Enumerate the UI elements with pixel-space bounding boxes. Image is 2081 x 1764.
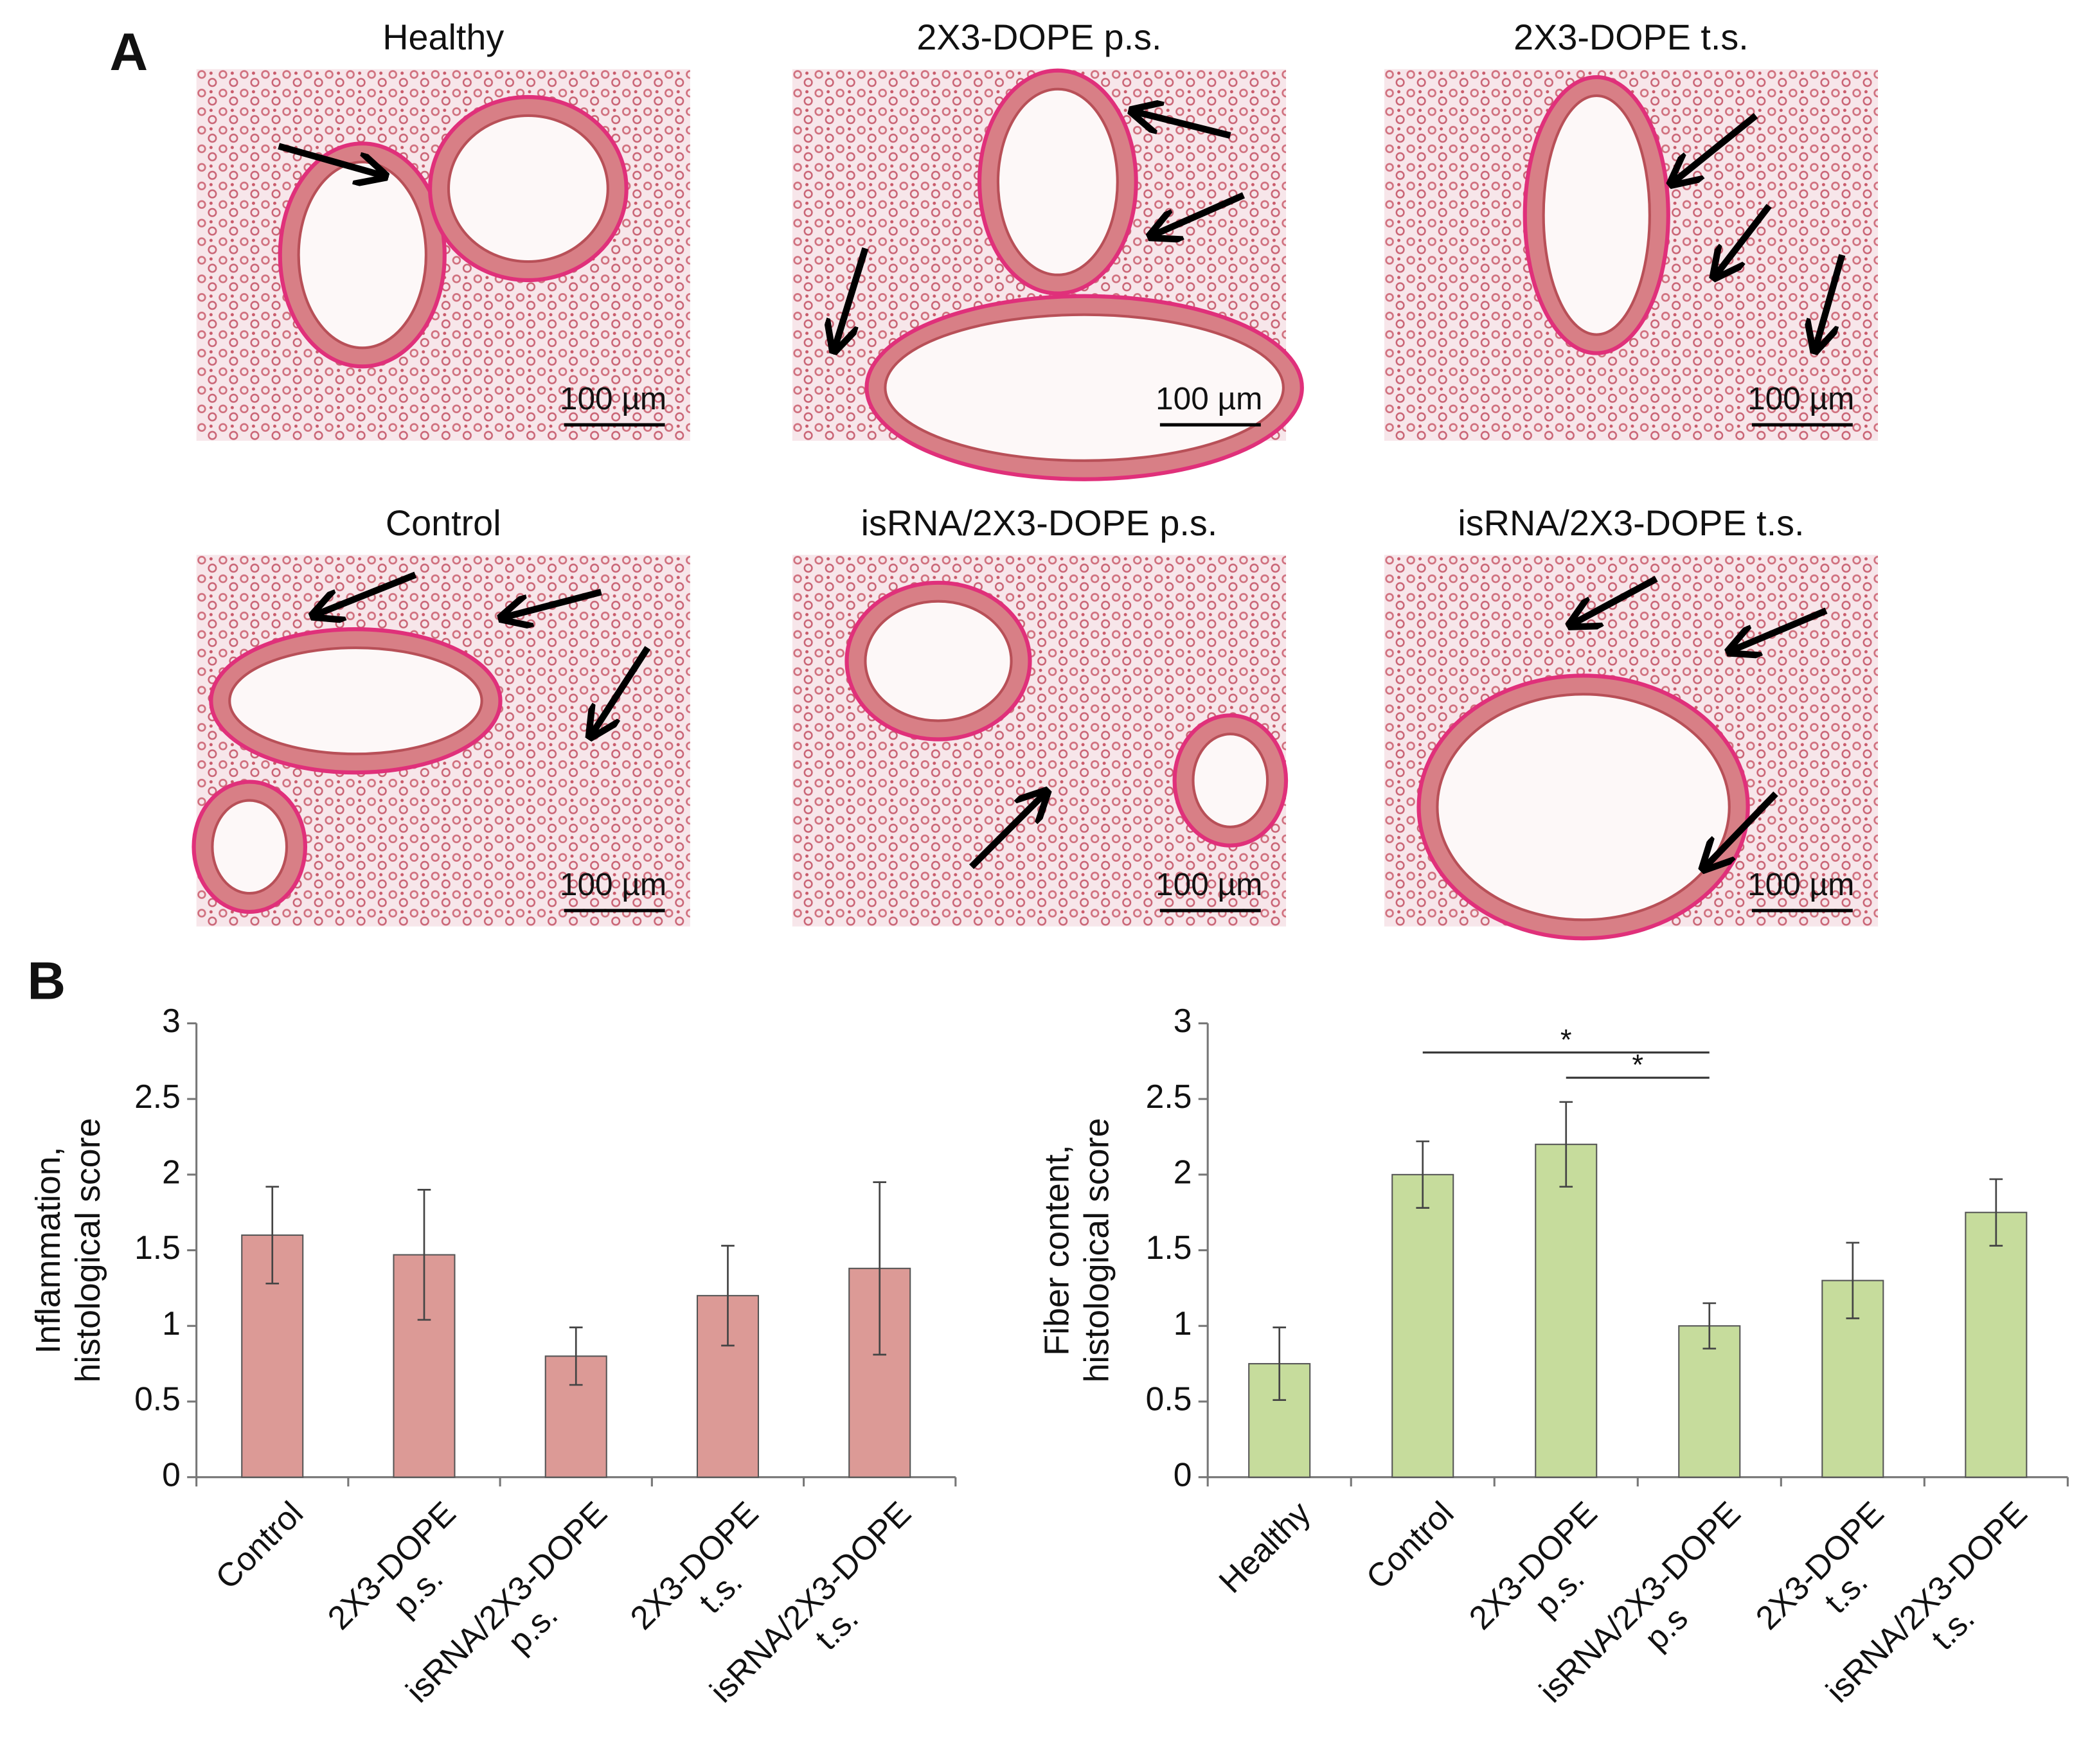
arrow xyxy=(1816,254,1846,348)
scale-bar-label: 100 µm xyxy=(560,866,666,902)
micrograph: 100 µm xyxy=(792,555,1289,927)
micrograph: 100 µm xyxy=(192,555,690,927)
micrograph: 100 µm xyxy=(792,68,1304,481)
arrow xyxy=(1135,112,1231,139)
y-tick-label: 1 xyxy=(1174,1305,1192,1342)
y-tick-label: 0.5 xyxy=(134,1380,181,1418)
arrow xyxy=(278,143,382,175)
arrow xyxy=(969,794,1045,869)
image-title: 2X3-DOPE t.s. xyxy=(1514,17,1749,57)
airway-lumen xyxy=(1436,693,1731,922)
y-tick-label: 2.5 xyxy=(1146,1078,1192,1115)
y-axis-title-wrap: Inflammation, histological score xyxy=(16,985,122,1516)
y-tick-label: 2.5 xyxy=(134,1078,181,1115)
airway-lumen xyxy=(297,161,427,350)
arrow xyxy=(1732,607,1828,650)
x-tick-label-box: isRNA/2X3-DOPE t.s. xyxy=(703,1495,918,1710)
x-tick-label-box: isRNA/2X3-DOPE t.s. xyxy=(1819,1495,2035,1710)
airway-lumen xyxy=(1192,733,1269,828)
image-title: Control xyxy=(386,503,501,543)
image-title: Healthy xyxy=(382,17,504,57)
y-axis-title-box: Fiber content, histological score xyxy=(1037,1118,1116,1383)
micrograph: 100 µm xyxy=(196,69,690,441)
image-title: isRNA/2X3-DOPE p.s. xyxy=(861,503,1218,543)
y-tick-label: 1.5 xyxy=(134,1229,181,1266)
image-title: 2X3-DOPE p.s. xyxy=(916,17,1161,57)
bar xyxy=(1965,1211,2028,1478)
scale-bar-label: 100 µm xyxy=(1747,866,1854,902)
airway-lumen xyxy=(996,87,1119,276)
bar xyxy=(544,1355,607,1478)
panel-label: B xyxy=(27,950,66,1010)
y-tick-label: 0 xyxy=(1174,1456,1192,1493)
airway-lumen xyxy=(211,799,289,895)
arrow xyxy=(1706,791,1778,867)
panel-label: A xyxy=(109,22,148,82)
y-axis-title: Fiber content, histological score xyxy=(1037,1118,1116,1383)
micrograph: 100 µm xyxy=(1384,555,1879,941)
y-tick-label: 0.5 xyxy=(1146,1380,1192,1418)
y-tick-label: 2 xyxy=(162,1153,181,1190)
bar xyxy=(1678,1325,1741,1478)
arrow xyxy=(1674,112,1758,182)
bar xyxy=(1391,1173,1454,1478)
scale-bar-label: 100 µm xyxy=(1156,380,1262,416)
scale-bar-label: 100 µm xyxy=(1156,866,1262,902)
arrow xyxy=(835,247,869,348)
airway-lumen xyxy=(228,646,483,756)
arrow xyxy=(1716,204,1772,274)
scale-bar-label: 100 µm xyxy=(560,380,666,416)
y-axis-title-wrap: Fiber content, histological score xyxy=(1024,985,1130,1516)
y-axis-title: Inflammation, histological score xyxy=(28,1118,108,1383)
significance-label: * xyxy=(1560,1023,1572,1056)
x-tick-label-wrap: isRNA/2X3-DOPE t.s. xyxy=(1728,1495,2060,1764)
y-tick-label: 0 xyxy=(162,1456,181,1493)
y-tick-label: 1.5 xyxy=(1146,1229,1192,1266)
significance-label: * xyxy=(1632,1049,1643,1082)
y-tick-label: 2 xyxy=(1174,1153,1192,1190)
arrow xyxy=(316,571,417,614)
y-tick-label: 3 xyxy=(162,1002,181,1039)
arrow xyxy=(592,646,651,734)
arrow xyxy=(505,589,602,617)
x-tick-label: isRNA/2X3-DOPE t.s. xyxy=(1819,1495,2035,1711)
airway-lumen xyxy=(447,114,609,263)
scale-bar-label: 100 µm xyxy=(1747,380,1854,416)
arrow xyxy=(1154,192,1246,235)
y-tick-label: 1 xyxy=(162,1305,181,1342)
airway-lumen xyxy=(1542,94,1651,336)
image-title: isRNA/2X3-DOPE t.s. xyxy=(1458,503,1804,543)
y-tick-label: 3 xyxy=(1174,1002,1192,1039)
micrograph: 100 µm xyxy=(1384,69,1879,441)
arrow xyxy=(1573,576,1658,624)
airway-lumen xyxy=(864,600,1013,722)
bar xyxy=(1535,1143,1598,1478)
